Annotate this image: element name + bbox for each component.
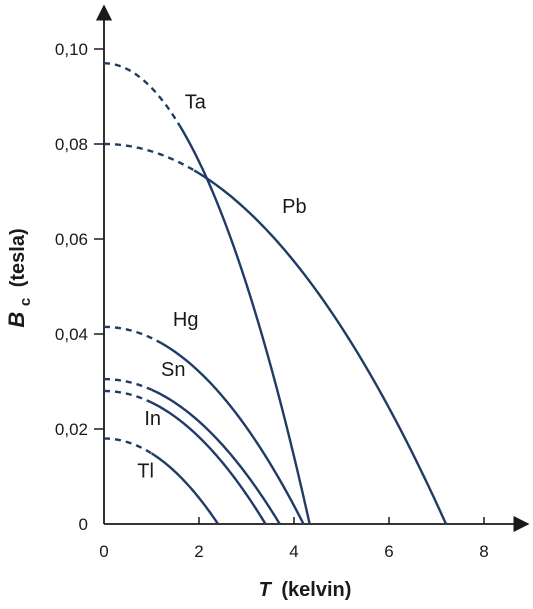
y-axis-title: B c (tesla)	[4, 228, 35, 327]
y-tick-label: 0,04	[55, 325, 88, 344]
y-tick-label: 0,08	[55, 135, 88, 154]
curve-ta-solid	[178, 125, 311, 525]
x-axis-symbol: T	[259, 579, 273, 601]
y-tick-label: 0,06	[55, 230, 88, 249]
y-axis-subscript: c	[17, 298, 34, 306]
y-axis-unit: (tesla)	[7, 228, 29, 287]
curve-pb-solid	[193, 169, 448, 525]
series-label-in: In	[144, 408, 161, 430]
series-label-sn: Sn	[161, 359, 185, 381]
curve-in-solid	[150, 401, 267, 525]
series-label-ta: Ta	[185, 91, 207, 113]
curve-hg-solid	[160, 341, 305, 525]
y-ticks: 0 0,02 0,04 0,06 0,08 0,10	[55, 40, 104, 534]
y-axis-symbol: B	[4, 312, 29, 328]
series-label-pb: Pb	[282, 196, 306, 218]
curve-ta-dashed	[103, 62, 182, 127]
y-tick-label: 0	[79, 515, 88, 534]
x-tick-label: 4	[289, 542, 298, 561]
curve-tl-dashed	[104, 437, 153, 455]
curves	[103, 62, 448, 525]
curve-hg-dashed	[104, 325, 162, 345]
series-labels: Ta Pb Hg Sn In Tl	[137, 91, 306, 482]
x-ticks: 0 2 4 6 8	[99, 517, 489, 561]
x-tick-label: 6	[384, 542, 393, 561]
curve-tl-solid	[150, 452, 219, 525]
x-tick-label: 8	[479, 542, 488, 561]
x-axis-title: T (kelvin)	[259, 579, 352, 601]
curve-in-dashed	[104, 389, 153, 404]
y-tick-label: 0,10	[55, 40, 88, 59]
curve-sn-dashed	[104, 377, 152, 391]
axes	[95, 4, 530, 533]
y-tick-label: 0,02	[55, 420, 88, 439]
series-label-tl: Tl	[137, 460, 154, 482]
curve-sn-solid	[151, 388, 281, 525]
series-label-hg: Hg	[173, 309, 199, 331]
curve-pb-dashed	[103, 142, 195, 172]
x-axis-unit: (kelvin)	[281, 579, 351, 601]
x-tick-label: 0	[99, 542, 108, 561]
x-tick-label: 2	[194, 542, 203, 561]
